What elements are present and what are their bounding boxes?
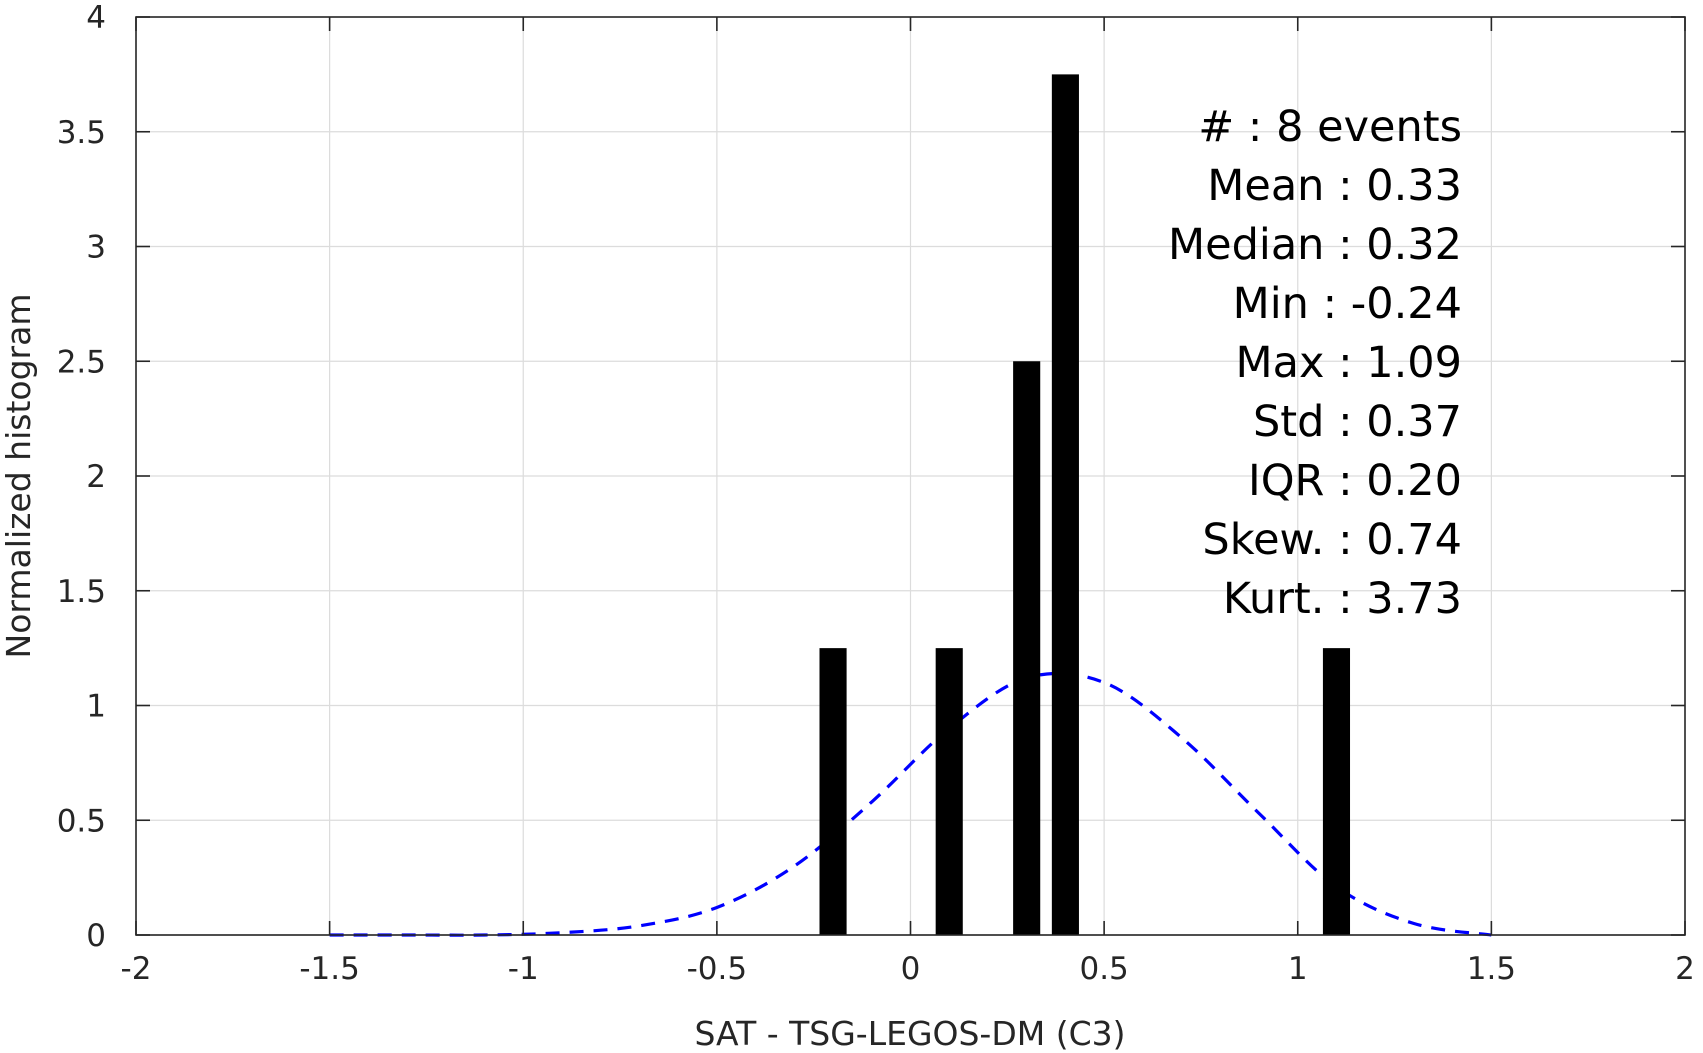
stats-line: # : 8 events: [1198, 102, 1462, 152]
y-tick-label: 0: [86, 918, 106, 954]
y-tick-label: 2.5: [57, 344, 106, 380]
y-axis-label: Normalized histogram: [0, 294, 38, 659]
stats-line: Kurt. : 3.73: [1223, 574, 1462, 624]
stats-line: IQR : 0.20: [1248, 456, 1462, 506]
stats-line: Mean : 0.33: [1207, 161, 1462, 211]
histogram-bar: [1051, 74, 1079, 935]
normal-fit-curve-group: [329, 671, 1492, 937]
x-tick-label: -1.5: [299, 951, 360, 987]
histogram-bar: [935, 648, 963, 935]
stats-line: Max : 1.09: [1236, 338, 1462, 388]
y-tick-label: 2: [86, 459, 106, 495]
histogram-bar: [819, 648, 847, 935]
y-tick-label: 3.5: [57, 115, 106, 151]
y-tick-label: 1: [86, 689, 106, 725]
axis-ticks: [135, 16, 1686, 936]
stats-line: Std : 0.37: [1253, 397, 1462, 447]
normal-fit-curve: [329, 671, 1492, 937]
x-tick-label: 1: [1288, 951, 1308, 987]
x-axis-label: SAT - TSG-LEGOS-DM (C3): [695, 1014, 1126, 1053]
x-tick-labels: -2 -1.5 -1 -0.5 0 0.5 1 1.5 2: [121, 951, 1695, 987]
histogram-bar: [1322, 648, 1351, 935]
x-tick-label: -2: [121, 951, 152, 987]
stats-line: Min : -0.24: [1233, 279, 1462, 329]
y-tick-label: 1.5: [57, 574, 106, 610]
y-tick-labels: 0 0.5 1 1.5 2 2.5 3 3.5 4: [57, 0, 106, 954]
x-tick-label: -1: [508, 951, 539, 987]
x-tick-label: 2: [1675, 951, 1695, 987]
statistics-annotation: # : 8 events Mean : 0.33 Median : 0.32 Min …: [1168, 102, 1462, 624]
x-tick-label: 1.5: [1467, 951, 1516, 987]
y-tick-label: 3: [86, 230, 106, 266]
histogram-bars: [819, 74, 1351, 935]
x-tick-label: -0.5: [687, 951, 748, 987]
stats-line: Skew. : 0.74: [1202, 515, 1462, 565]
x-tick-label: 0: [901, 951, 921, 987]
y-tick-label: 0.5: [57, 803, 106, 839]
x-tick-label: 0.5: [1079, 951, 1128, 987]
histogram-bar: [1013, 361, 1041, 935]
stats-line: Median : 0.32: [1168, 220, 1462, 270]
y-tick-label: 4: [86, 0, 106, 36]
